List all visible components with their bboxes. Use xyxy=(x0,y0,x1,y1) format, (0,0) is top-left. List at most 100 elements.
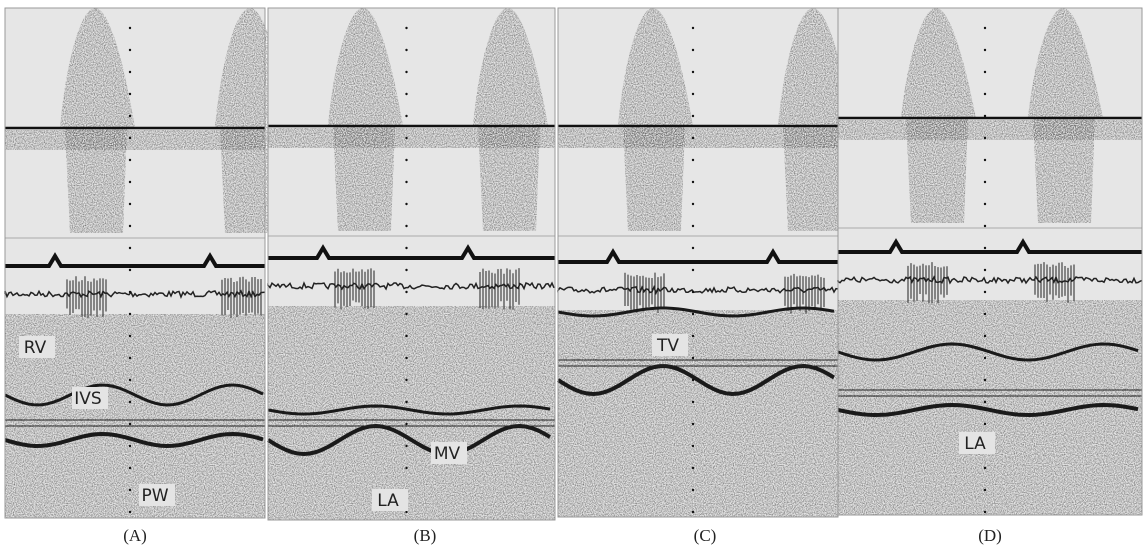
structure-label: MV xyxy=(434,444,461,464)
time-dot xyxy=(405,510,408,514)
mmode-echo xyxy=(837,402,1139,417)
doppler-up xyxy=(901,8,976,118)
time-dot xyxy=(405,114,408,118)
time-dot xyxy=(983,378,987,382)
caption: (D) xyxy=(978,526,1002,545)
time-dot xyxy=(983,246,987,250)
mmode-echo xyxy=(4,432,264,448)
time-dot xyxy=(405,26,408,30)
time-dot xyxy=(691,488,695,492)
time-dot xyxy=(405,158,408,162)
label-bg xyxy=(139,484,175,506)
time-dot xyxy=(128,158,132,162)
time-dot xyxy=(691,48,695,52)
time-dot xyxy=(128,466,132,470)
time-dot xyxy=(983,48,987,52)
time-dot xyxy=(691,158,695,162)
time-dot xyxy=(691,466,695,470)
time-dot xyxy=(405,202,408,206)
panel: RV IVS PW xyxy=(4,7,290,519)
time-dot xyxy=(691,114,695,118)
structure-label: LA xyxy=(377,491,399,511)
time-dot xyxy=(983,26,987,30)
phono-trace xyxy=(837,275,1143,285)
time-dot xyxy=(983,224,987,228)
time-dot xyxy=(983,136,987,140)
caption: (B) xyxy=(414,526,437,545)
time-dot xyxy=(128,312,132,316)
phono-burst xyxy=(221,276,262,318)
phono-burst xyxy=(479,268,520,310)
doppler-up xyxy=(60,8,135,128)
time-dot xyxy=(691,444,695,448)
mmode-echo xyxy=(556,364,836,396)
panel-border xyxy=(267,7,556,521)
time-dot xyxy=(983,334,987,338)
doppler-up xyxy=(328,8,403,126)
time-dot xyxy=(128,356,132,360)
ecg-trace xyxy=(5,252,265,268)
time-dot xyxy=(128,114,132,118)
time-dot xyxy=(983,510,987,514)
time-dot xyxy=(405,334,408,338)
time-dot xyxy=(405,92,408,96)
mmode-echo xyxy=(266,423,551,457)
doppler-up xyxy=(1028,8,1103,118)
time-dot xyxy=(691,400,695,404)
time-dot xyxy=(128,422,132,426)
label-bg xyxy=(72,387,108,409)
ecg-trace xyxy=(268,244,555,260)
time-dot xyxy=(128,70,132,74)
time-dot xyxy=(983,466,987,470)
label-bg xyxy=(959,432,995,454)
structure-label: TV xyxy=(656,336,679,356)
time-dot xyxy=(128,510,132,514)
time-dot xyxy=(128,334,132,338)
structure-label: PW xyxy=(141,486,168,506)
time-dot xyxy=(983,356,987,360)
doppler-down xyxy=(220,128,282,233)
speckle xyxy=(268,128,555,148)
ecg-trace xyxy=(838,238,1142,254)
time-dot xyxy=(405,400,408,404)
time-dot xyxy=(128,136,132,140)
time-dot xyxy=(128,268,132,272)
time-dot xyxy=(405,180,408,184)
time-dot xyxy=(128,290,132,294)
time-dot xyxy=(983,400,987,404)
time-dot xyxy=(128,48,132,52)
time-dot xyxy=(405,378,408,382)
time-dot xyxy=(128,26,132,30)
time-dot xyxy=(128,246,132,250)
doppler-down xyxy=(478,126,540,231)
doppler-down xyxy=(906,118,968,223)
panel: TV xyxy=(556,7,853,518)
doppler-down xyxy=(65,128,127,233)
phono-burst xyxy=(1034,262,1075,303)
time-dot xyxy=(983,488,987,492)
captions: (A) (B) (C) (D) xyxy=(123,526,1002,545)
mmode-echo xyxy=(837,342,1139,362)
time-dot xyxy=(128,224,132,228)
time-dot xyxy=(405,246,408,250)
time-dot xyxy=(405,444,408,448)
structure-label: RV xyxy=(24,338,47,358)
label-bg xyxy=(372,489,408,511)
time-dot xyxy=(691,422,695,426)
panel-border xyxy=(837,7,1143,516)
time-dot xyxy=(691,26,695,30)
time-dot xyxy=(691,136,695,140)
time-dot xyxy=(405,70,408,74)
time-dot xyxy=(983,92,987,96)
time-dot xyxy=(983,422,987,426)
time-dot xyxy=(405,290,408,294)
time-dot xyxy=(128,202,132,206)
label-bg xyxy=(19,336,55,358)
mmode-echo xyxy=(557,306,835,318)
phono-burst xyxy=(907,262,948,304)
time-dot xyxy=(405,356,408,360)
time-dot xyxy=(405,136,408,140)
speckle xyxy=(558,128,838,148)
time-dot xyxy=(691,378,695,382)
time-dot xyxy=(983,70,987,74)
